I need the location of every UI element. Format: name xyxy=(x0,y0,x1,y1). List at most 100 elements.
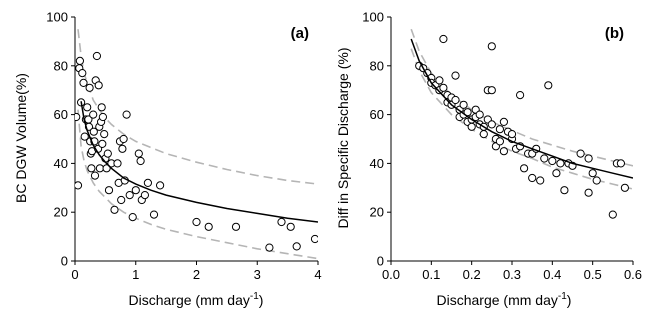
panel-b-x-tick-label: 0.4 xyxy=(543,267,561,282)
panel-b-data-point xyxy=(435,76,444,85)
xlabel-suffix: ) xyxy=(567,292,572,308)
panel-a-data-point xyxy=(265,243,274,252)
panel-a-data-point xyxy=(75,56,85,66)
panel-b-data-point xyxy=(616,159,626,168)
panel-b-data-point xyxy=(495,125,504,134)
panel-b-x-tick-label: 0.3 xyxy=(503,267,521,282)
xlabel-exponent: -1 xyxy=(558,291,567,302)
panel-a-data-point xyxy=(136,156,145,166)
panel-a-data-point xyxy=(75,112,81,122)
panel-a-data-point xyxy=(102,164,111,173)
panel-a-data-point xyxy=(131,186,140,195)
panel-a-x-tick-label: 4 xyxy=(314,267,321,282)
panel-a-data-point xyxy=(231,222,241,231)
panel-b-x-tick-label: 0.2 xyxy=(463,267,481,282)
panel-a-y-tick-label: 100 xyxy=(46,10,68,25)
panel-a-data-point xyxy=(119,134,128,144)
panel-b-x-tick-label: 0.5 xyxy=(584,267,602,282)
panel-b-fit-line xyxy=(410,38,633,179)
panel-b-data-point xyxy=(576,149,585,158)
panel-b-data-point xyxy=(475,110,484,119)
panel-b-x-tick-label: 0.6 xyxy=(624,267,642,282)
panel-a-data-point xyxy=(89,127,98,136)
panel-b-data-point xyxy=(507,130,517,139)
panel-b-y-tick-label: 80 xyxy=(370,58,384,73)
panel-a-data-point xyxy=(292,242,301,251)
panel-a-y-tick-label: 0 xyxy=(61,254,68,269)
panel-a-data-point xyxy=(89,110,98,119)
panel-a-fit-line xyxy=(80,101,318,223)
panel-b-y-tick-label: 0 xyxy=(377,254,384,269)
panel-a-data-point xyxy=(134,149,143,158)
panel-a-ylabel: BC DGW Volume(%) xyxy=(13,73,29,203)
panel-a-data-point xyxy=(78,69,87,78)
panel-a-y-tick-label: 60 xyxy=(54,107,68,122)
panel-b-xlabel: Discharge (mm day-1) xyxy=(437,291,572,308)
panel-a-data-point xyxy=(140,191,149,200)
panel-b-data-point xyxy=(516,91,525,100)
panel-a-data-point xyxy=(80,132,89,141)
panel-a-data-point xyxy=(75,181,83,190)
panel-a-upper-bound-line xyxy=(77,29,318,185)
panel-b-data-point xyxy=(459,100,468,109)
panel-a-y-tick-label: 20 xyxy=(54,205,68,220)
panel-a: BC DGW Volume(%) Discharge (mm day-1) (a… xyxy=(13,10,322,309)
panel-a-data-point xyxy=(103,149,112,158)
panel-a-x-tick-label: 1 xyxy=(132,267,139,282)
panel-b-data-point xyxy=(495,137,504,146)
panel-b-lower-bound-line xyxy=(410,48,633,190)
panel-a-y-tick-label: 80 xyxy=(54,58,68,73)
panel-b-data-point xyxy=(487,120,496,129)
panel-a-data-point xyxy=(98,112,108,122)
panel-a-series xyxy=(75,29,318,260)
panel-a-data-point xyxy=(100,130,109,139)
panel-b-data-point xyxy=(499,117,508,127)
panel-b-data-point xyxy=(620,183,630,192)
panel-a-data-point xyxy=(118,144,127,153)
panel-a-data-point xyxy=(98,139,107,148)
panel-b-data-point xyxy=(584,154,593,163)
panel-b-y-tick-label: 20 xyxy=(370,205,384,220)
panel-b-data-point xyxy=(499,147,508,156)
xlabel-exponent: -1 xyxy=(250,291,259,302)
panel-b-data-point xyxy=(439,83,448,92)
panel-b-data-point xyxy=(584,188,593,197)
panel-b-data-point xyxy=(552,169,561,178)
panel-a-data-point xyxy=(125,191,134,200)
panel-a-data-point xyxy=(87,164,96,173)
panel-a-x-tick-label: 0 xyxy=(71,267,78,282)
panel-b-data-point xyxy=(556,159,565,168)
panel-b-x-tick-label: 0.0 xyxy=(382,267,400,282)
panel-a-data-point xyxy=(113,159,122,168)
panel-a-data-point xyxy=(97,103,106,112)
panel-a-xlabel: Discharge (mm day-1) xyxy=(129,291,264,308)
panel-b-ylabel: Diff in Specific Discharge (%) xyxy=(335,47,351,228)
panel-b-data-point xyxy=(439,34,448,44)
panel-a-lower-bound-line xyxy=(77,109,318,260)
panel-a-y-tick-label: 40 xyxy=(54,156,68,171)
panel-a-data-point xyxy=(156,181,165,190)
panel-b-data-point xyxy=(451,95,460,105)
panel-b-x-tick-label: 0.1 xyxy=(422,267,440,282)
panel-b-y-tick-label: 40 xyxy=(370,156,384,171)
panel-b-data-point xyxy=(592,176,601,185)
panel-a-data-point xyxy=(204,222,213,231)
panel-a-data-point xyxy=(149,210,159,219)
panel-b-data-point xyxy=(487,86,496,95)
panel-a-data-point xyxy=(94,81,103,90)
panel-a-data-point xyxy=(110,205,119,214)
panel-a-data-point xyxy=(128,213,137,222)
panel-b-data-point xyxy=(528,173,537,183)
panel-a-data-point xyxy=(79,78,88,88)
panel-b-y-tick-label: 60 xyxy=(370,107,384,122)
panel-a-data-point xyxy=(83,103,92,112)
panel-a-x-tick-label: 3 xyxy=(254,267,261,282)
panel-a-data-point xyxy=(122,110,131,119)
panel-a-data-point xyxy=(286,222,295,231)
panel-b-data-point xyxy=(487,42,496,51)
xlabel-suffix: ) xyxy=(259,292,264,308)
panel-a-data-point xyxy=(90,171,100,180)
panel-b-data-point xyxy=(544,81,553,90)
panel-a-data-point xyxy=(95,164,105,173)
panel-b-tag: (b) xyxy=(605,25,624,42)
